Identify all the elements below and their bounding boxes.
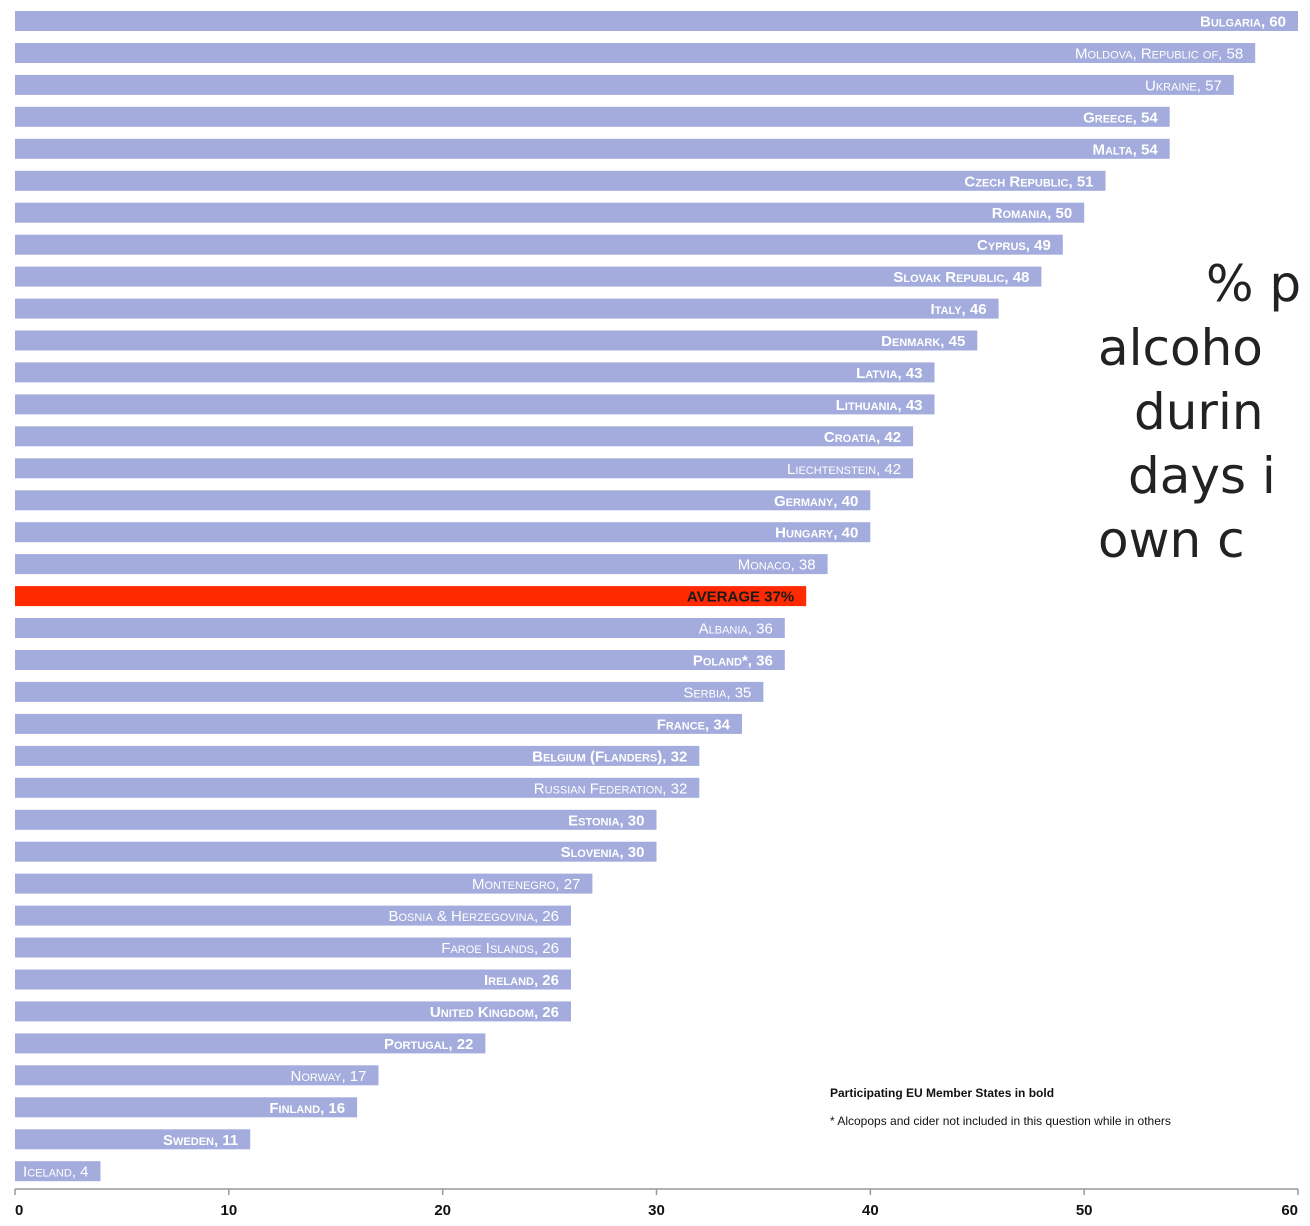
bar bbox=[15, 1097, 358, 1118]
bar bbox=[15, 873, 593, 894]
bar bbox=[15, 170, 1106, 191]
bar-label: Ireland, 26 bbox=[484, 972, 559, 989]
bar-label: Sweden, 11 bbox=[163, 1132, 238, 1149]
bar-label: Romania, 50 bbox=[992, 205, 1072, 222]
x-tick-label: 10 bbox=[220, 1202, 237, 1219]
side-title-line: days i bbox=[1128, 447, 1276, 505]
bar bbox=[15, 650, 785, 670]
bar-label: Germany, 40 bbox=[774, 493, 858, 510]
bar-label: Lithuania, 43 bbox=[836, 397, 923, 414]
x-tick-label: 30 bbox=[648, 1202, 665, 1219]
bar bbox=[15, 1001, 571, 1022]
bar bbox=[15, 554, 828, 575]
side-title-line: alcoho bbox=[1098, 319, 1263, 377]
bar-label: Finland, 16 bbox=[269, 1100, 345, 1117]
bar bbox=[15, 745, 700, 766]
side-title-line: durin bbox=[1134, 383, 1264, 441]
bar bbox=[15, 1161, 101, 1182]
bar bbox=[15, 522, 871, 543]
bar bbox=[15, 74, 1234, 95]
bar-label: Faroe Islands, 26 bbox=[441, 940, 559, 957]
bold-note: Participating EU Member States in bold bbox=[830, 1086, 1055, 1100]
bar-label: Portugal, 22 bbox=[384, 1036, 473, 1053]
bar bbox=[15, 1065, 379, 1086]
bar-label: Croatia, 42 bbox=[824, 429, 901, 446]
bar-label: Slovenia, 30 bbox=[561, 844, 645, 861]
x-tick-label: 50 bbox=[1076, 1202, 1093, 1219]
bar bbox=[15, 330, 978, 351]
bar-label: Iceland, 4 bbox=[23, 1164, 88, 1181]
bar bbox=[15, 841, 657, 862]
bar-label: Bosnia & Herzegovina, 26 bbox=[388, 908, 559, 925]
x-tick-label: 40 bbox=[862, 1202, 879, 1219]
bar-label: United Kingdom, 26 bbox=[430, 1004, 559, 1021]
bar bbox=[15, 937, 571, 958]
bar bbox=[15, 681, 764, 702]
bar-label: Moldova, Republic of, 58 bbox=[1075, 46, 1243, 63]
bar bbox=[15, 905, 571, 926]
bar bbox=[15, 490, 871, 511]
bar-label: Estonia, 30 bbox=[568, 812, 644, 829]
bar-label: Serbia, 35 bbox=[683, 684, 751, 701]
bar bbox=[15, 362, 935, 383]
bar-label: Russian Federation, 32 bbox=[534, 780, 688, 797]
x-tick-label: 60 bbox=[1281, 1202, 1298, 1219]
side-title-line: % p bbox=[1206, 255, 1302, 313]
bar bbox=[15, 777, 700, 798]
footnote: * Alcopops and cider not included in thi… bbox=[830, 1114, 1171, 1128]
x-tick-label: 0 bbox=[15, 1202, 23, 1219]
bar bbox=[15, 298, 999, 319]
bar bbox=[15, 458, 914, 479]
chart-notes: Participating EU Member States in bold *… bbox=[830, 1086, 1171, 1128]
bar bbox=[15, 106, 1170, 127]
bar bbox=[15, 969, 571, 990]
bar-label: Liechtenstein, 42 bbox=[787, 461, 901, 478]
bar bbox=[15, 713, 742, 734]
bar bbox=[15, 11, 1298, 31]
bar-label: Ukraine, 57 bbox=[1145, 77, 1222, 94]
bar bbox=[15, 202, 1085, 223]
bar-label: Italy, 46 bbox=[931, 301, 987, 318]
bar bbox=[15, 1129, 251, 1150]
bar-label: France, 34 bbox=[657, 716, 731, 733]
bar bbox=[15, 426, 914, 447]
bar bbox=[15, 43, 1256, 63]
bar-label: Malta, 54 bbox=[1092, 141, 1158, 158]
bar-label: Albania, 36 bbox=[699, 621, 773, 638]
bar-label: Latvia, 43 bbox=[856, 365, 922, 382]
bar bbox=[15, 618, 785, 638]
side-title-line: own c bbox=[1098, 511, 1245, 569]
average-bar bbox=[15, 586, 807, 607]
bar-label: Montenegro, 27 bbox=[472, 876, 580, 893]
bar-label: Hungary, 40 bbox=[775, 525, 858, 542]
bar-label: Poland*, 36 bbox=[693, 653, 773, 670]
bar-label: Monaco, 38 bbox=[738, 557, 816, 574]
bar bbox=[15, 809, 657, 830]
bar-label: Czech Republic, 51 bbox=[964, 173, 1093, 190]
bar-label: Bulgaria, 60 bbox=[1200, 14, 1286, 31]
bar-label: AVERAGE 37% bbox=[687, 589, 794, 606]
bar-label: Cyprus, 49 bbox=[977, 237, 1051, 254]
bar bbox=[15, 234, 1063, 255]
bar-label: Denmark, 45 bbox=[881, 333, 965, 350]
x-tick-label: 20 bbox=[434, 1202, 451, 1219]
bar-label: Norway, 17 bbox=[291, 1068, 367, 1085]
bar-label: Slovak Republic, 48 bbox=[893, 269, 1029, 286]
bar-label: Belgium (Flanders), 32 bbox=[532, 748, 687, 765]
bar bbox=[15, 1033, 486, 1054]
bar bbox=[15, 138, 1170, 159]
bar-label: Greece, 54 bbox=[1083, 109, 1158, 126]
bar bbox=[15, 394, 935, 415]
bar bbox=[15, 266, 1042, 287]
side-title: % p alcoho durin days i own c bbox=[1098, 252, 1310, 572]
